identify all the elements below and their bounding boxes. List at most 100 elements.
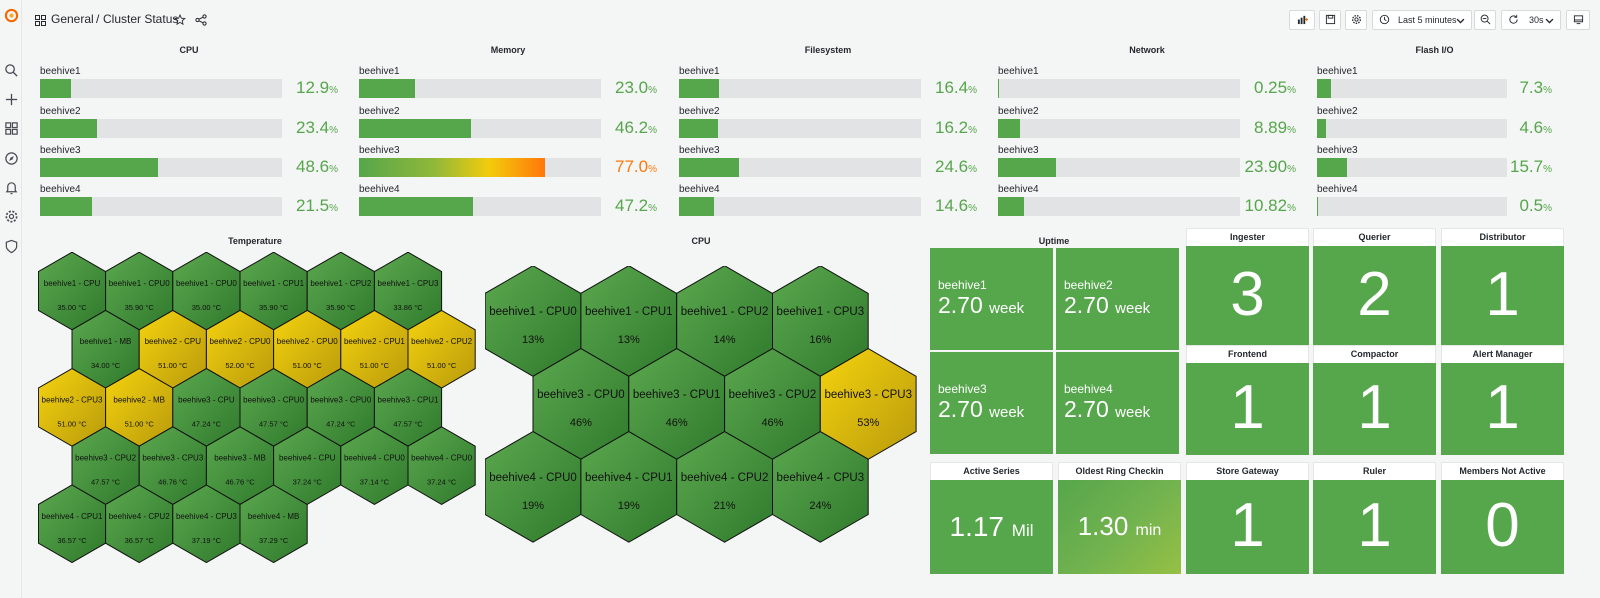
stat-value-box[interactable]: 1 — [1313, 480, 1436, 574]
hex-value: 51.00 °C — [293, 361, 323, 370]
hex-label: beehive2 - CPU2 — [411, 337, 472, 346]
stat-value-box[interactable]: 1 — [1441, 246, 1564, 346]
alerting-icon[interactable] — [3, 179, 19, 195]
hex-cell[interactable]: beehive4 - CPU0 19% — [485, 431, 582, 543]
refresh-picker[interactable]: 30s — [1501, 10, 1561, 30]
bar-gauge-unit: % — [1287, 85, 1296, 96]
bar-gauge-title: Filesystem — [804, 45, 852, 55]
bar-gauge-fill — [359, 79, 415, 98]
shield-icon[interactable] — [3, 238, 19, 254]
hex-cell[interactable]: beehive4 - CPU3 24% — [772, 431, 869, 543]
hex-cell[interactable]: beehive1 - CPU0 13% — [485, 266, 582, 377]
dashboards-icon[interactable] — [3, 120, 19, 136]
bar-gauge-label: beehive4 — [40, 184, 81, 195]
hex-cell[interactable]: beehive2 - CPU2 51.00 °C — [407, 309, 476, 389]
hex-label: beehive1 - CPU2 — [310, 279, 371, 288]
hex-value: 19% — [522, 500, 544, 512]
hex-label: beehive4 - CPU2 — [681, 472, 769, 484]
hex-value: 46% — [666, 417, 688, 429]
hex-cell[interactable]: beehive4 - CPU1 19% — [580, 431, 678, 543]
hex-value: 35.00 °C — [57, 303, 87, 312]
hex-cell[interactable]: beehive4 - CPU0 37.24 °C — [407, 426, 476, 505]
stat-panel-title: Ingester — [1229, 232, 1265, 242]
stat-panel-title: Active Series — [963, 466, 1020, 476]
stat-value-box[interactable]: 0 — [1441, 480, 1564, 574]
uptime-unit: week — [1115, 300, 1151, 317]
uptime-tile[interactable]: beehive4 2.70 week — [1056, 352, 1179, 454]
stat-value-box[interactable]: 1 — [1186, 363, 1309, 455]
stat-value-box[interactable]: 1.30 min — [1058, 480, 1181, 574]
stat-value: 3 — [1186, 258, 1309, 332]
uptime-unit: week — [989, 300, 1025, 317]
bar-gauge-fill — [679, 119, 719, 138]
bar-gauge-value: 8.89% — [1206, 118, 1296, 138]
time-range-picker[interactable]: Last 5 minutes — [1372, 10, 1472, 30]
hex-value: 37.24 °C — [427, 478, 457, 487]
hex-label: beehive2 - CPU0 — [277, 337, 338, 346]
bar-gauge-number: 4.6 — [1519, 118, 1544, 137]
search-icon[interactable] — [3, 62, 19, 78]
star-icon[interactable] — [174, 13, 186, 31]
bar-gauge-track — [679, 119, 921, 138]
hex-cell[interactable]: beehive1 - CPU2 14% — [676, 266, 773, 377]
tv-mode-button[interactable] — [1566, 10, 1590, 30]
dashboard-settings-button[interactable] — [1345, 10, 1367, 30]
stat-value-box[interactable]: 1 — [1313, 363, 1436, 455]
breadcrumb-separator: / — [96, 12, 100, 26]
bar-gauge-label: beehive3 — [359, 145, 400, 156]
stat-panel-title: Alert Manager — [1472, 349, 1533, 359]
hex-value: 14% — [714, 334, 736, 346]
gear-icon[interactable] — [3, 208, 19, 224]
hex-value: 36.57 °C — [125, 536, 155, 545]
add-panel-button[interactable] — [1289, 10, 1315, 30]
hex-value: 37.24 °C — [293, 478, 323, 487]
uptime-tile[interactable]: beehive1 2.70 week — [930, 248, 1053, 350]
zoom-out-button[interactable] — [1474, 10, 1496, 30]
refresh-interval-label: 30s — [1529, 15, 1544, 25]
hex-cell[interactable]: beehive4 - CPU1 36.57 °C — [38, 484, 107, 564]
uptime-value: 2.70 week — [1064, 396, 1150, 423]
hex-label: beehive2 - CPU0 — [210, 337, 271, 346]
bar-gauge-unit: % — [329, 85, 338, 96]
hex-value: 33.86 °C — [393, 303, 423, 312]
hex-label: beehive1 - CPU — [44, 279, 101, 288]
grafana-logo-icon[interactable] — [3, 7, 19, 23]
hex-value: 13% — [618, 334, 640, 346]
hex-label: beehive1 - CPU1 — [585, 306, 673, 318]
stat-number: 3 — [1230, 259, 1265, 329]
stat-value: 2 — [1313, 258, 1436, 332]
stat-value-box[interactable]: 3 — [1186, 246, 1309, 346]
explore-icon[interactable] — [3, 150, 19, 166]
hex-cell[interactable]: beehive3 - CPU0 46% — [532, 348, 630, 460]
save-dashboard-button[interactable] — [1319, 10, 1341, 30]
bar-gauge-label: beehive1 — [1317, 66, 1358, 77]
stat-value-box[interactable]: 1 — [1441, 363, 1564, 455]
bar-gauge-value: 23.0% — [567, 78, 657, 98]
hex-value: 47.57 °C — [259, 419, 289, 428]
bar-gauge-unit: % — [968, 203, 977, 214]
stat-panel-title: Ruler — [1362, 466, 1386, 476]
share-icon[interactable] — [195, 13, 207, 31]
uptime-value: 2.70 week — [938, 396, 1024, 423]
stat-number: 1 — [1230, 490, 1265, 560]
hex-cell[interactable]: beehive3 - CPU1 47.57 °C — [373, 368, 443, 447]
stat-number: 2 — [1357, 259, 1392, 329]
uptime-tile[interactable]: beehive2 2.70 week — [1056, 248, 1179, 350]
hex-cell[interactable]: beehive4 - CPU2 36.57 °C — [105, 484, 174, 564]
stat-value-box[interactable]: 1.17 Mil — [930, 480, 1053, 574]
hex-value: 35.90 °C — [125, 303, 155, 312]
bar-gauge-track — [998, 119, 1240, 138]
stat-value-box[interactable]: 1 — [1186, 480, 1309, 574]
breadcrumb-folder[interactable]: General — [51, 12, 94, 26]
uptime-tile[interactable]: beehive3 2.70 week — [930, 352, 1053, 454]
bar-gauge-unit: % — [1287, 164, 1296, 175]
page-title[interactable]: Cluster Status — [103, 12, 179, 26]
stat-value-box[interactable]: 2 — [1313, 246, 1436, 346]
bar-gauge-title: Network — [1129, 45, 1165, 55]
plus-icon[interactable] — [3, 91, 19, 107]
hex-label: beehive3 - CPU2 — [75, 454, 136, 463]
hex-label: beehive1 - MB — [80, 337, 132, 346]
hex-cell[interactable]: beehive4 - MB 37.29 °C — [239, 484, 308, 564]
clock-icon — [1379, 14, 1390, 27]
